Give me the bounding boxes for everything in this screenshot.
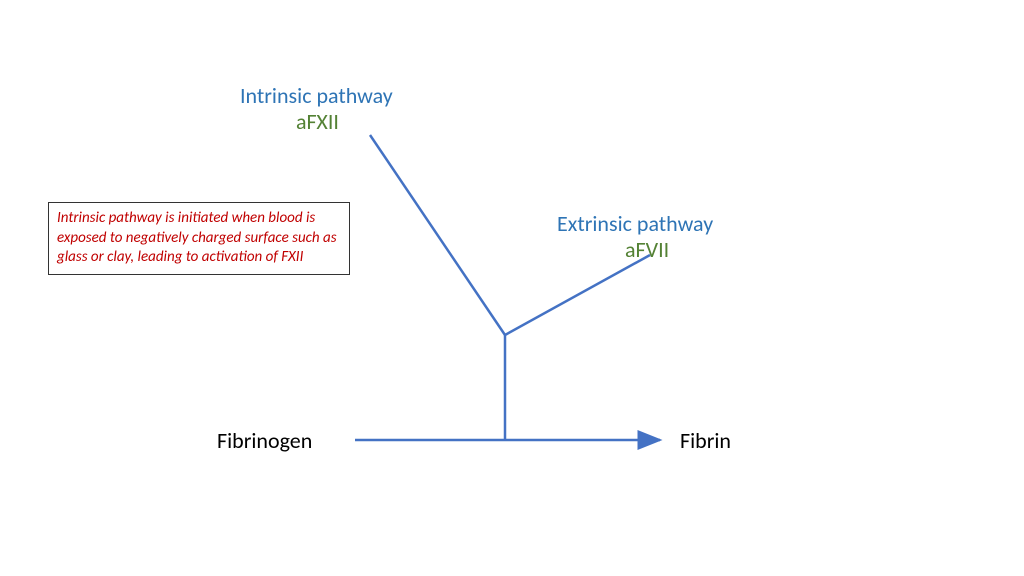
intrinsic-title: Intrinsic pathway	[240, 82, 393, 109]
annotation-box: Intrinsic pathway is initiated when bloo…	[48, 202, 350, 275]
extrinsic-factor-text: aFVII	[625, 236, 669, 263]
fibrin-text: Fibrin	[680, 427, 731, 454]
extrinsic-title-text: Extrinsic pathway	[557, 210, 713, 237]
fibrinogen-label: Fibrinogen	[217, 427, 312, 454]
intrinsic-factor-text: aFXII	[296, 108, 339, 135]
annotation-text: Intrinsic pathway is initiated when bloo…	[57, 209, 337, 266]
intrinsic-title-text: Intrinsic pathway	[240, 82, 393, 109]
intrinsic-factor: aFXII	[296, 108, 339, 135]
extrinsic-title: Extrinsic pathway	[557, 210, 713, 237]
pathway-diagram-svg	[0, 0, 1024, 576]
fibrin-label: Fibrin	[680, 427, 731, 454]
intrinsic-line	[370, 135, 505, 335]
extrinsic-factor: aFVII	[625, 236, 669, 263]
extrinsic-line	[505, 255, 650, 335]
fibrinogen-text: Fibrinogen	[217, 427, 312, 454]
